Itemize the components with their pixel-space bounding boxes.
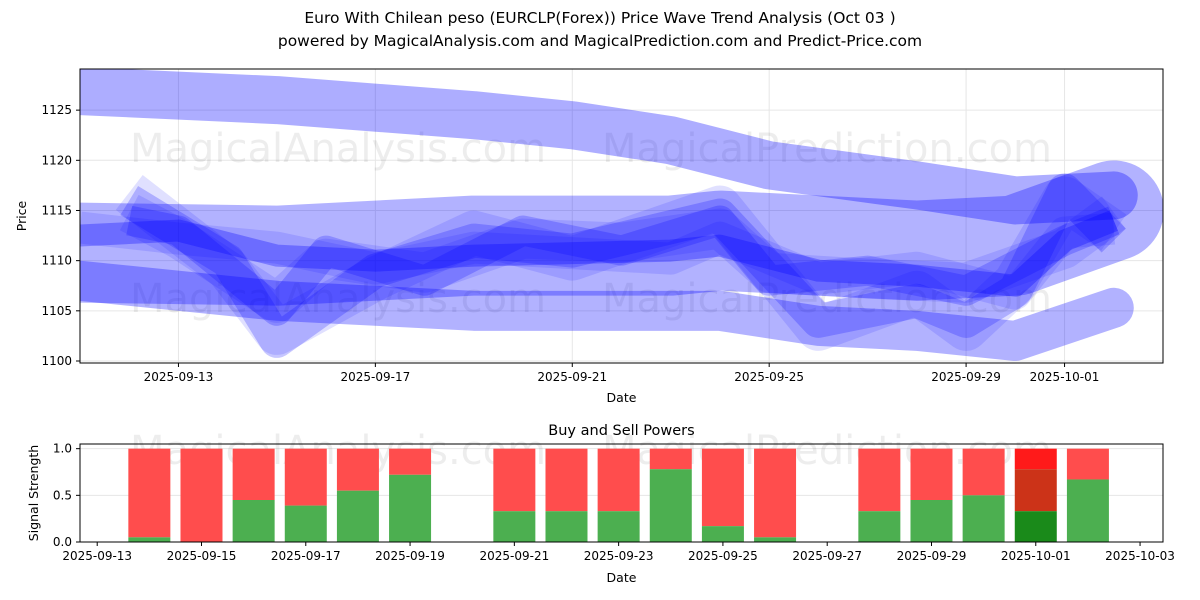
buy-bar: [701, 526, 744, 542]
buy-bar: [128, 537, 171, 542]
sell-bar: [545, 448, 588, 512]
wave-zigzag-2: [126, 205, 1120, 326]
y-tick-label: 0.0: [53, 535, 72, 549]
x-tick-label: 2025-10-03: [1105, 549, 1175, 563]
sell-bar: [180, 448, 223, 542]
y-tick-label: 0.5: [53, 488, 72, 502]
buy-bar: [962, 495, 1005, 542]
wave-zigzag-1: [120, 173, 1126, 358]
buy-bar: [493, 511, 536, 542]
watermark: MagicalPrediction.com: [602, 276, 1052, 322]
wave-group: [80, 69, 1163, 361]
sell-bar: [1066, 448, 1109, 480]
x-tick-label: 2025-09-25: [688, 549, 758, 563]
y-tick-label: 1115: [41, 203, 72, 217]
x-tick-label: 2025-09-21: [479, 549, 549, 563]
y-tick-label: 1125: [41, 103, 72, 117]
x-tick-label: 2025-10-01: [1030, 370, 1100, 384]
buy-bar: [754, 537, 797, 542]
x-axis-label: Date: [607, 390, 637, 405]
x-tick-label: 2025-10-01: [1001, 549, 1071, 563]
buy-bar: [910, 500, 953, 542]
sell-bar: [1014, 448, 1057, 470]
x-axis-label: Date: [607, 570, 637, 585]
sell-bar: [389, 448, 432, 475]
buy-bar: [649, 469, 692, 542]
watermark: MagicalAnalysis.com: [130, 276, 546, 322]
wave-upper-wave: [80, 69, 1138, 225]
x-tick-label: 2025-09-29: [897, 549, 967, 563]
y-tick-label: 1100: [41, 354, 72, 368]
x-tick-label: 2025-09-25: [734, 370, 804, 384]
chart-subtitle: powered by MagicalAnalysis.com and Magic…: [277, 32, 923, 50]
x-tick-label: 2025-09-13: [62, 549, 132, 563]
sell-bar: [597, 448, 640, 512]
sell-bar: [336, 448, 379, 491]
sell-bar: [649, 448, 692, 470]
sell-bar: [910, 448, 953, 500]
wave-lower-wave: [80, 260, 1134, 361]
wave-echo: [119, 194, 1126, 323]
wave-center-wave: [80, 210, 1118, 297]
plot-frame: [79, 443, 1164, 543]
plot-frame: [79, 68, 1164, 364]
sell-bar: [232, 448, 275, 500]
buy-bar: [858, 511, 901, 542]
y-axis-label: Price: [14, 200, 29, 231]
chart-title: Euro With Chilean peso (EURCLP(Forex)) P…: [304, 9, 896, 27]
buy-bar: [597, 511, 640, 542]
x-tick-label: 2025-09-23: [584, 549, 654, 563]
y-axis-label: Signal Strength: [26, 445, 41, 541]
x-tick-label: 2025-09-13: [144, 370, 214, 384]
buy-bar: [389, 474, 432, 542]
x-tick-label: 2025-09-19: [375, 549, 445, 563]
buy-bar: [284, 505, 327, 542]
y-tick-label: 1110: [41, 254, 72, 268]
wave-echo: [80, 211, 1116, 310]
sell-bar: [493, 448, 536, 512]
x-tick-label: 2025-09-17: [271, 549, 341, 563]
watermark: MagicalPrediction.com: [602, 126, 1052, 172]
y-tick-label: 1105: [41, 304, 72, 318]
y-tick-label: 1.0: [53, 442, 72, 456]
watermark: MagicalAnalysis.com: [130, 126, 546, 172]
sell-bar: [962, 448, 1005, 496]
x-tick-label: 2025-09-17: [340, 370, 410, 384]
sell-bar: [284, 448, 327, 506]
x-tick-label: 2025-09-27: [792, 549, 862, 563]
sell-bar: [1014, 469, 1057, 512]
x-tick-label: 2025-09-21: [537, 370, 607, 384]
sell-bar: [754, 448, 797, 538]
sell-bar: [128, 448, 171, 538]
buy-bar: [336, 490, 379, 542]
sell-bar: [858, 448, 901, 512]
subplot-title: Buy and Sell Powers: [548, 423, 694, 439]
sell-bar: [701, 448, 744, 527]
x-tick-label: 2025-09-15: [167, 549, 237, 563]
buy-bar: [1014, 511, 1057, 542]
wave-middle-band: [80, 160, 1163, 306]
buy-bar: [1066, 479, 1109, 542]
buy-bar: [545, 511, 588, 542]
y-tick-label: 1120: [41, 153, 72, 167]
x-tick-label: 2025-09-29: [931, 370, 1001, 384]
wave-echo: [115, 175, 1127, 355]
buy-bar: [232, 500, 275, 542]
